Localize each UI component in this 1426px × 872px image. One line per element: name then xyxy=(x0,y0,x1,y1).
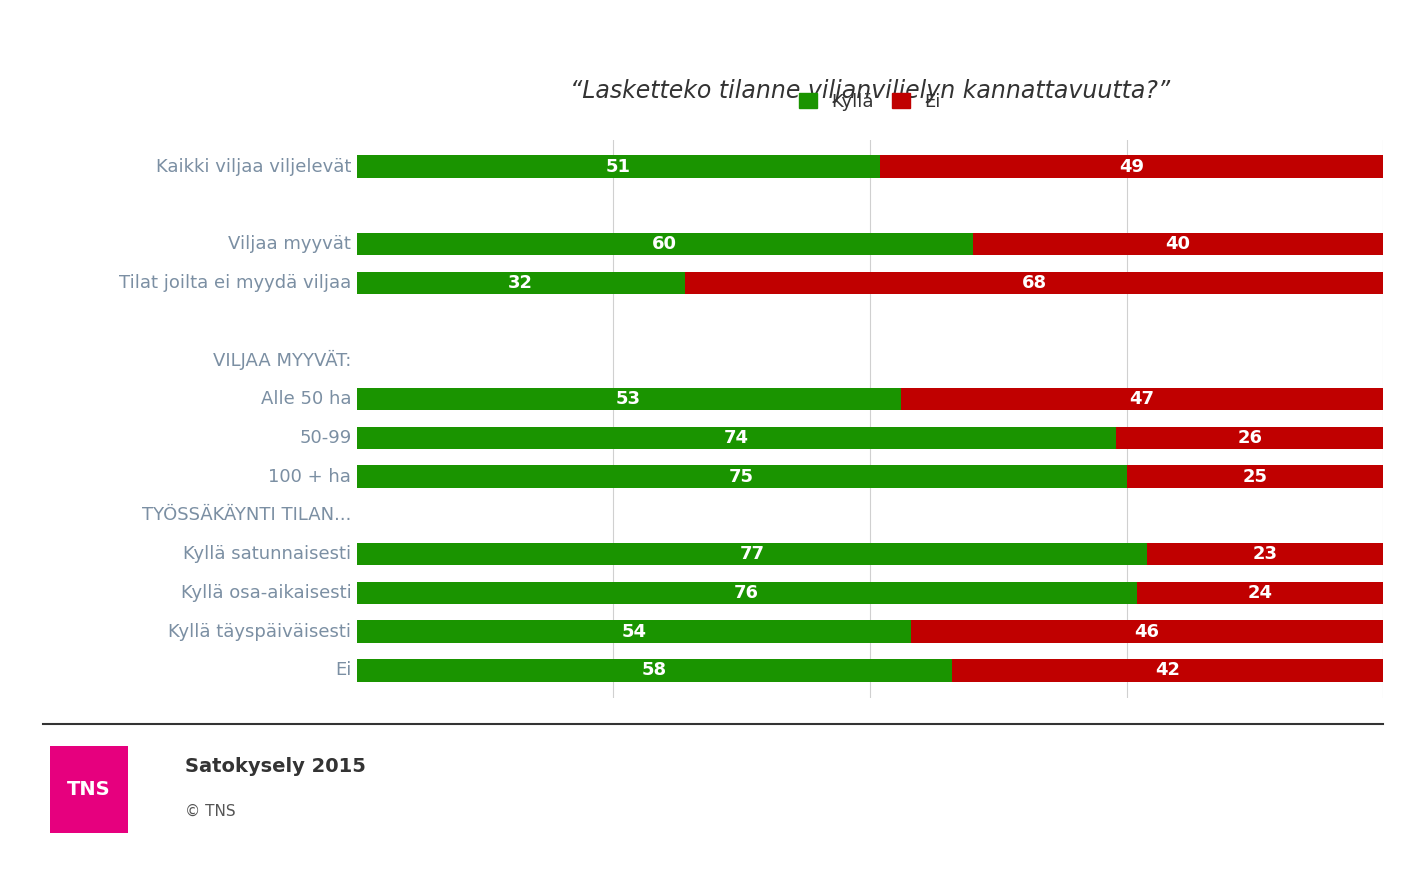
Text: 74: 74 xyxy=(724,429,749,447)
Text: 24: 24 xyxy=(1248,584,1272,602)
Text: Viljaa myyvät: Viljaa myyvät xyxy=(228,235,351,253)
Bar xyxy=(356,233,973,255)
Text: 47: 47 xyxy=(1129,390,1155,408)
Bar xyxy=(1147,543,1383,565)
Text: Kyllä osa-aikaisesti: Kyllä osa-aikaisesti xyxy=(181,584,351,602)
Bar xyxy=(356,426,1117,449)
Text: 26: 26 xyxy=(1238,429,1262,447)
Bar xyxy=(684,272,1383,294)
Text: Kaikki viljaa viljelevät: Kaikki viljaa viljelevät xyxy=(155,158,351,175)
Title: “Lasketteko tilanne viljanviljelyn kannattavuutta?”: “Lasketteko tilanne viljanviljelyn kanna… xyxy=(570,78,1169,103)
Bar xyxy=(973,233,1383,255)
Text: © TNS: © TNS xyxy=(185,803,237,818)
Bar xyxy=(356,155,880,178)
Bar xyxy=(356,272,684,294)
Bar xyxy=(901,388,1383,411)
Text: Kyllä täyspäiväisesti: Kyllä täyspäiväisesti xyxy=(168,623,351,641)
Bar xyxy=(1137,582,1383,604)
Text: Kyllä satunnaisesti: Kyllä satunnaisesti xyxy=(184,545,351,563)
Text: 100 + ha: 100 + ha xyxy=(268,467,351,486)
Bar xyxy=(953,659,1383,682)
Text: 23: 23 xyxy=(1252,545,1278,563)
Text: 50-99: 50-99 xyxy=(299,429,351,447)
Text: 76: 76 xyxy=(734,584,759,602)
Text: Alle 50 ha: Alle 50 ha xyxy=(261,390,351,408)
Text: 54: 54 xyxy=(622,623,646,641)
Text: 77: 77 xyxy=(739,545,764,563)
Bar xyxy=(911,621,1383,643)
Text: Ei: Ei xyxy=(335,662,351,679)
Text: 51: 51 xyxy=(606,158,630,175)
Text: 49: 49 xyxy=(1119,158,1144,175)
Text: 60: 60 xyxy=(652,235,677,253)
Legend: Kyllä, Ei: Kyllä, Ei xyxy=(799,92,941,111)
Text: 32: 32 xyxy=(508,274,533,292)
Text: VILJAA MYYVÄT:: VILJAA MYYVÄT: xyxy=(212,351,351,371)
Bar xyxy=(1127,466,1383,488)
Text: 25: 25 xyxy=(1242,467,1268,486)
Bar xyxy=(356,466,1127,488)
Text: 42: 42 xyxy=(1155,662,1181,679)
Text: TYÖSSÄKÄYNTI TILAN...: TYÖSSÄKÄYNTI TILAN... xyxy=(143,507,351,524)
Text: 40: 40 xyxy=(1165,235,1191,253)
Bar xyxy=(356,582,1137,604)
Text: 58: 58 xyxy=(642,662,667,679)
Bar xyxy=(1117,426,1383,449)
Bar xyxy=(356,388,901,411)
Text: 68: 68 xyxy=(1021,274,1047,292)
Text: TNS: TNS xyxy=(67,780,111,799)
Text: Satokysely 2015: Satokysely 2015 xyxy=(185,757,366,776)
Text: 46: 46 xyxy=(1135,623,1159,641)
Text: 75: 75 xyxy=(729,467,754,486)
Text: 53: 53 xyxy=(616,390,642,408)
Bar xyxy=(356,621,911,643)
Text: Tilat joilta ei myydä viljaa: Tilat joilta ei myydä viljaa xyxy=(120,274,351,292)
Bar xyxy=(356,543,1147,565)
Bar xyxy=(356,659,953,682)
Bar xyxy=(880,155,1383,178)
